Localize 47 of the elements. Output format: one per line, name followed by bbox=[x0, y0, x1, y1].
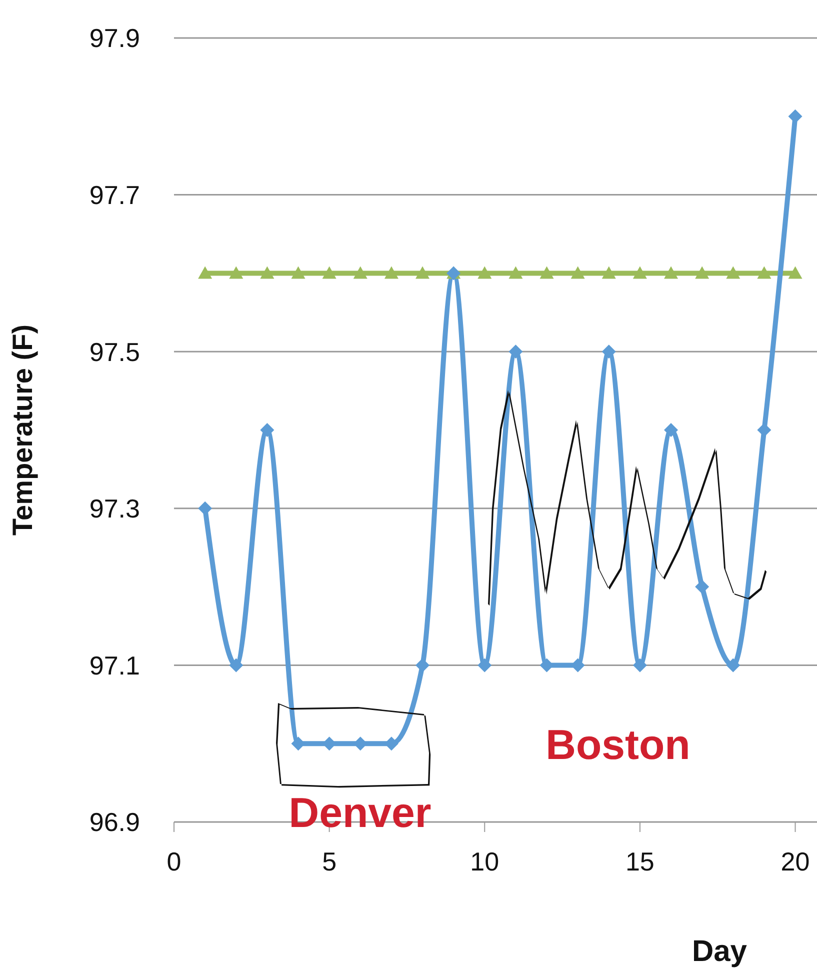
x-tick-label: 20 bbox=[780, 846, 810, 876]
point bbox=[632, 658, 647, 672]
point bbox=[632, 266, 647, 279]
x-tick-label: 5 bbox=[322, 846, 337, 876]
annotation: Denver bbox=[288, 789, 432, 836]
x-axis-title: Day bbox=[692, 935, 748, 968]
y-tick-label: 96.9 bbox=[89, 807, 140, 838]
point bbox=[478, 266, 492, 279]
point bbox=[664, 266, 678, 279]
point bbox=[353, 266, 368, 279]
point bbox=[757, 266, 772, 279]
annotation: Boston bbox=[546, 721, 690, 768]
point bbox=[602, 266, 616, 279]
point bbox=[478, 658, 492, 672]
point bbox=[229, 658, 244, 672]
point bbox=[695, 580, 710, 594]
point bbox=[508, 344, 523, 359]
point bbox=[198, 266, 212, 279]
y-tick-label: 97.1 bbox=[89, 650, 140, 680]
point bbox=[416, 266, 430, 279]
point bbox=[664, 423, 678, 437]
point bbox=[260, 266, 274, 279]
point bbox=[570, 266, 585, 279]
point bbox=[229, 266, 244, 279]
y-tick-label: 97.7 bbox=[89, 180, 140, 210]
y-tick-label: 97.9 bbox=[89, 23, 140, 54]
y-tick-label: 97.3 bbox=[89, 494, 140, 524]
point bbox=[291, 266, 306, 279]
x-tick-label: 10 bbox=[470, 846, 500, 876]
point bbox=[788, 109, 802, 124]
point bbox=[416, 658, 430, 672]
y-axis-title: Temperature (F) bbox=[6, 324, 38, 536]
point bbox=[322, 266, 336, 279]
point bbox=[757, 423, 772, 437]
point bbox=[508, 266, 523, 279]
y-tick-label: 97.5 bbox=[89, 336, 140, 367]
x-tick-label: 0 bbox=[166, 846, 182, 876]
point bbox=[726, 266, 740, 279]
point bbox=[198, 501, 212, 516]
point bbox=[384, 266, 398, 279]
x-tick-label: 15 bbox=[625, 846, 654, 876]
point bbox=[540, 266, 554, 279]
point bbox=[602, 344, 616, 359]
point bbox=[726, 658, 740, 672]
point bbox=[695, 266, 710, 279]
point bbox=[260, 423, 274, 437]
point bbox=[788, 266, 802, 279]
